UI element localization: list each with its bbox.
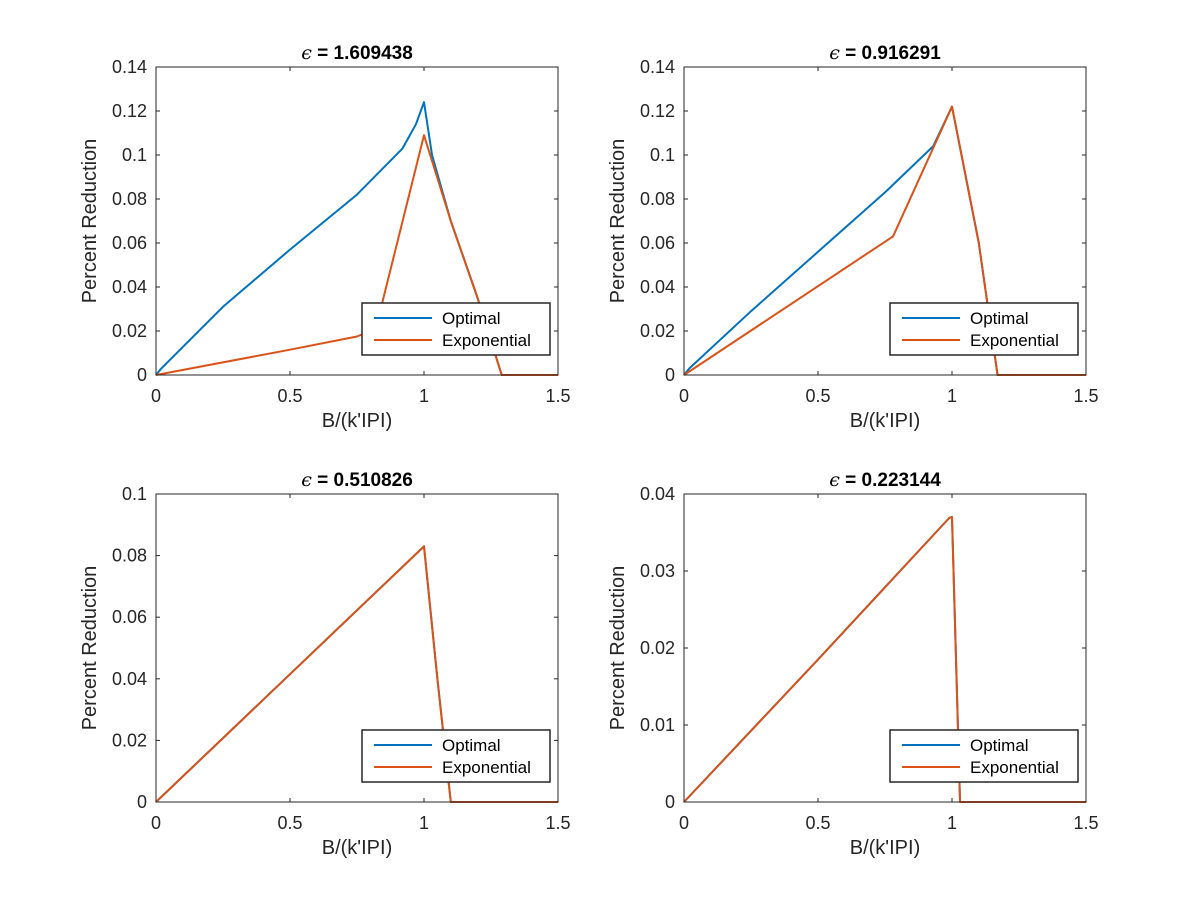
x-tick-label: 1 xyxy=(947,386,957,406)
y-tick-label: 0.02 xyxy=(112,321,147,341)
y-tick-label: 0.06 xyxy=(640,233,675,253)
x-tick-label: 0.5 xyxy=(277,386,302,406)
axes-box xyxy=(683,66,1087,376)
x-tick-label: 0 xyxy=(679,813,689,833)
x-tick-label: 1 xyxy=(947,813,957,833)
x-axis-label: B/(k'IPI) xyxy=(850,410,921,432)
x-tick-label: 0.5 xyxy=(277,813,302,833)
legend-label-optimal: Optimal xyxy=(970,736,1029,755)
y-tick-label: 0 xyxy=(665,792,675,812)
legend: Optimal Exponential xyxy=(889,729,1079,783)
y-tick-label: 0 xyxy=(665,365,675,385)
title-epsilon-symbol: ϵ xyxy=(301,42,312,64)
y-tick-label: 0.04 xyxy=(640,277,675,297)
y-axis-label: Percent Reduction xyxy=(607,139,629,304)
y-tick-label: 0.04 xyxy=(112,669,147,689)
y-tick-label: 0.1 xyxy=(650,145,675,165)
title-epsilon-symbol: ϵ xyxy=(829,42,840,64)
legend: Optimal Exponential xyxy=(889,302,1079,356)
title-epsilon-symbol: ϵ xyxy=(829,469,840,491)
subplot-3: 0 0.5 1 1.5 0 0.02 0.04 0.06 0.08 0.1 B/(k'IPI) Per… xyxy=(79,469,571,859)
x-tick-label: 0 xyxy=(679,386,689,406)
y-axis-label: Percent Reduction xyxy=(607,566,629,731)
axes-box xyxy=(155,66,559,376)
y-tick-label: 0.03 xyxy=(640,561,675,581)
subplot-title: ϵ = 1.609438 xyxy=(301,42,413,64)
y-tick-label: 0.06 xyxy=(112,607,147,627)
legend-label-exponential: Exponential xyxy=(970,758,1059,777)
y-tick-label: 0.08 xyxy=(112,189,147,209)
x-tick-label: 0 xyxy=(151,386,161,406)
x-tick-label: 1.5 xyxy=(545,813,570,833)
legend-label-exponential: Exponential xyxy=(970,331,1059,350)
x-tick-label: 0.5 xyxy=(805,813,830,833)
x-tick-label: 1.5 xyxy=(545,386,570,406)
y-tick-label: 0.02 xyxy=(640,321,675,341)
legend-label-optimal: Optimal xyxy=(442,309,501,328)
x-tick-label: 1.5 xyxy=(1073,386,1098,406)
x-tick-label: 1 xyxy=(419,386,429,406)
legend-box xyxy=(361,729,551,783)
y-tick-label: 0.08 xyxy=(640,189,675,209)
subplot-4: 0 0.5 1 1.5 0 0.01 0.02 0.03 0.04 B/(k'IPI) Percen… xyxy=(607,469,1099,859)
subplot-1: 0 0.5 1 1.5 0 0.02 0.04 0.06 0.08 0.1 0.12 0.14 B/(k… xyxy=(79,42,571,432)
legend-box xyxy=(889,729,1079,783)
y-tick-label: 0.1 xyxy=(122,484,147,504)
x-axis-label: B/(k'IPI) xyxy=(850,837,921,859)
x-tick-label: 1 xyxy=(419,813,429,833)
x-axis-label: B/(k'IPI) xyxy=(322,410,393,432)
subplot-title: ϵ = 0.223144 xyxy=(829,469,941,491)
subplot-title: ϵ = 0.510826 xyxy=(301,469,413,491)
y-tick-label: 0.1 xyxy=(122,145,147,165)
y-tick-label: 0.12 xyxy=(112,101,147,121)
title-epsilon-value: = 0.510826 xyxy=(312,470,413,491)
x-tick-label: 0 xyxy=(151,813,161,833)
title-epsilon-value: = 1.609438 xyxy=(312,43,413,64)
x-tick-label: 1.5 xyxy=(1073,813,1098,833)
title-epsilon-symbol: ϵ xyxy=(301,469,312,491)
legend: Optimal Exponential xyxy=(361,302,551,356)
y-tick-label: 0.14 xyxy=(640,57,675,77)
axes-box xyxy=(155,493,559,803)
legend-box xyxy=(361,302,551,356)
legend-box xyxy=(889,302,1079,356)
legend-label-exponential: Exponential xyxy=(442,758,531,777)
y-axis-label: Percent Reduction xyxy=(79,139,101,304)
y-tick-label: 0.08 xyxy=(112,546,147,566)
subplot-title: ϵ = 0.916291 xyxy=(829,42,941,64)
x-tick-label: 0.5 xyxy=(805,386,830,406)
y-tick-label: 0.01 xyxy=(640,715,675,735)
y-tick-label: 0.06 xyxy=(112,233,147,253)
legend-label-optimal: Optimal xyxy=(970,309,1029,328)
y-tick-label: 0.04 xyxy=(640,484,675,504)
y-axis-label: Percent Reduction xyxy=(79,566,101,731)
y-tick-label: 0.02 xyxy=(640,638,675,658)
subplot-2: 0 0.5 1 1.5 0 0.02 0.04 0.06 0.08 0.1 0.12 0.14 B/(k… xyxy=(607,42,1099,432)
legend-label-optimal: Optimal xyxy=(442,736,501,755)
y-tick-label: 0.02 xyxy=(112,730,147,750)
y-tick-label: 0.12 xyxy=(640,101,675,121)
x-axis-label: B/(k'IPI) xyxy=(322,837,393,859)
y-tick-label: 0 xyxy=(137,792,147,812)
legend: Optimal Exponential xyxy=(361,729,551,783)
legend-label-exponential: Exponential xyxy=(442,331,531,350)
title-epsilon-value: = 0.916291 xyxy=(840,43,941,64)
title-epsilon-value: = 0.223144 xyxy=(840,470,941,491)
y-tick-label: 0.04 xyxy=(112,277,147,297)
y-tick-label: 0 xyxy=(137,365,147,385)
y-tick-label: 0.14 xyxy=(112,57,147,77)
